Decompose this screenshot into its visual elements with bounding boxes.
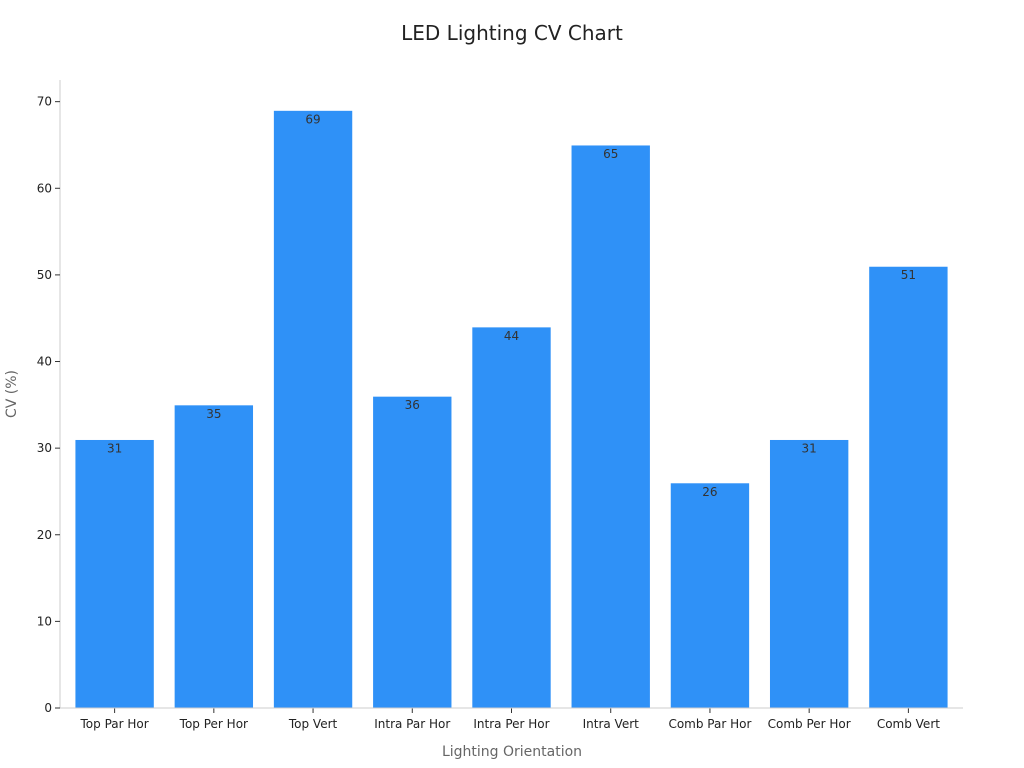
- x-tick-label: Top Par Hor: [80, 717, 149, 731]
- bar: [173, 404, 255, 709]
- data-label: 36: [405, 398, 420, 412]
- y-tick-label: 10: [37, 614, 52, 628]
- x-tick-label: Top Vert: [288, 717, 338, 731]
- x-tick-label: Comb Per Hor: [768, 717, 851, 731]
- bar: [272, 109, 354, 709]
- x-tick-label: Intra Per Hor: [473, 717, 549, 731]
- x-tick-label: Comb Vert: [877, 717, 940, 731]
- bar: [669, 482, 751, 709]
- x-axis: Top Par Hor Top Per Hor Top Vert Intra Par …: [60, 707, 963, 731]
- chart-title: LED Lighting CV Chart: [401, 21, 623, 45]
- data-label: 65: [603, 147, 618, 161]
- y-tick-label: 40: [37, 355, 52, 369]
- data-label: 51: [901, 268, 916, 282]
- x-tick-label: Comb Par Hor: [668, 717, 751, 731]
- y-tick-label: 30: [37, 441, 52, 455]
- y-axis-label: CV (%): [4, 370, 20, 418]
- y-axis: 0 10 20 30 40 50 60 70: [37, 80, 61, 715]
- bar: [570, 144, 651, 709]
- bar: [471, 326, 552, 709]
- bar: [868, 265, 949, 709]
- x-tick-label: Intra Vert: [583, 717, 640, 731]
- x-tick-label: Top Per Hor: [179, 717, 248, 731]
- bar: [74, 438, 155, 709]
- bar: [768, 438, 850, 709]
- bar: [372, 395, 453, 709]
- data-label: 26: [702, 485, 717, 499]
- data-label: 31: [802, 441, 817, 455]
- y-tick-label: 70: [37, 95, 52, 109]
- data-label: 69: [305, 112, 320, 126]
- data-label: 31: [107, 441, 122, 455]
- data-label: 44: [504, 329, 519, 343]
- y-tick-label: 60: [37, 181, 52, 195]
- data-label: 35: [206, 407, 221, 421]
- y-tick-label: 50: [37, 268, 52, 282]
- y-tick-label: 20: [37, 528, 52, 542]
- x-tick-label: Intra Par Hor: [374, 717, 450, 731]
- bars-group: 31 35 69 36 44 65 26 31 51: [74, 109, 949, 709]
- y-tick-label: 0: [44, 701, 52, 715]
- x-axis-label: Lighting Orientation: [442, 744, 582, 760]
